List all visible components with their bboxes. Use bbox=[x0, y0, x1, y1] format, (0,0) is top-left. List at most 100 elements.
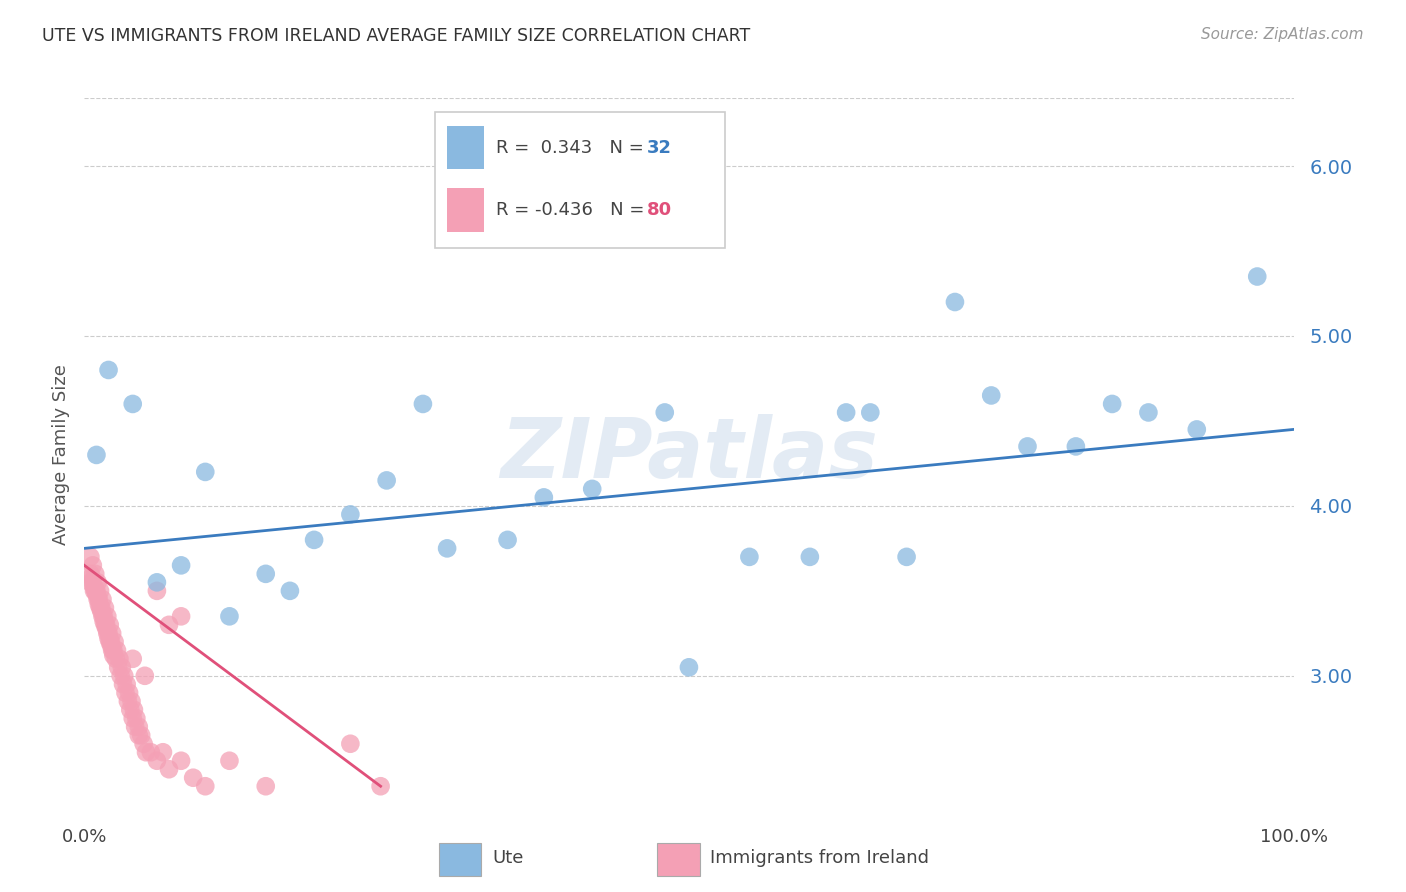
Point bbox=[101, 643, 124, 657]
Point bbox=[94, 617, 117, 632]
Point bbox=[91, 592, 114, 607]
Point bbox=[835, 405, 858, 419]
Point bbox=[254, 566, 277, 581]
Point bbox=[90, 604, 112, 618]
Point bbox=[98, 617, 121, 632]
Point bbox=[121, 397, 143, 411]
Point bbox=[115, 677, 138, 691]
Point bbox=[110, 669, 132, 683]
Point bbox=[157, 617, 180, 632]
Point bbox=[278, 583, 301, 598]
Point bbox=[83, 583, 105, 598]
Point bbox=[170, 754, 193, 768]
Point bbox=[134, 669, 156, 683]
Point bbox=[80, 570, 103, 584]
Point bbox=[97, 363, 120, 377]
Point bbox=[1185, 422, 1208, 436]
Point bbox=[104, 635, 127, 649]
Point bbox=[101, 626, 124, 640]
Point bbox=[121, 652, 143, 666]
Point bbox=[112, 669, 135, 683]
Point bbox=[103, 643, 125, 657]
Point bbox=[139, 745, 162, 759]
Point bbox=[859, 405, 882, 419]
Point bbox=[93, 615, 115, 629]
Point bbox=[943, 295, 966, 310]
Point bbox=[124, 720, 146, 734]
Point bbox=[96, 626, 118, 640]
Point bbox=[496, 533, 519, 547]
Point bbox=[581, 482, 603, 496]
Point bbox=[94, 617, 117, 632]
Point bbox=[112, 677, 135, 691]
Point bbox=[339, 508, 361, 522]
Point bbox=[86, 592, 108, 607]
Point bbox=[100, 635, 122, 649]
Point bbox=[91, 609, 114, 624]
Point bbox=[128, 728, 150, 742]
Point bbox=[678, 660, 700, 674]
Point bbox=[108, 652, 131, 666]
Point bbox=[89, 583, 111, 598]
Point bbox=[87, 598, 110, 612]
Point bbox=[103, 648, 125, 663]
Point bbox=[86, 575, 108, 590]
Point bbox=[114, 686, 136, 700]
Point bbox=[90, 600, 112, 615]
Point bbox=[79, 566, 101, 581]
Point bbox=[1246, 269, 1268, 284]
Point bbox=[799, 549, 821, 564]
Point bbox=[302, 533, 325, 547]
Point bbox=[218, 754, 240, 768]
Text: ZIPatlas: ZIPatlas bbox=[501, 415, 877, 495]
Point bbox=[86, 448, 108, 462]
Point bbox=[135, 745, 157, 759]
Point bbox=[152, 745, 174, 759]
Point bbox=[118, 686, 141, 700]
Point bbox=[117, 694, 139, 708]
Point bbox=[218, 609, 240, 624]
Point bbox=[97, 626, 120, 640]
Point bbox=[738, 549, 761, 564]
Point bbox=[654, 405, 676, 419]
Point bbox=[105, 643, 128, 657]
Point bbox=[86, 583, 108, 598]
Point bbox=[896, 549, 918, 564]
Point bbox=[107, 660, 129, 674]
Point bbox=[122, 703, 145, 717]
Point bbox=[82, 575, 104, 590]
Point bbox=[86, 587, 108, 601]
Point bbox=[1064, 439, 1087, 453]
Point bbox=[83, 581, 105, 595]
Point bbox=[93, 609, 115, 624]
Point bbox=[82, 558, 104, 573]
Point bbox=[84, 583, 107, 598]
Point bbox=[1137, 405, 1160, 419]
Point bbox=[104, 652, 127, 666]
Point bbox=[128, 720, 150, 734]
Point bbox=[132, 737, 155, 751]
Point bbox=[375, 474, 398, 488]
Point bbox=[121, 694, 143, 708]
Point bbox=[87, 592, 110, 607]
Point bbox=[79, 575, 101, 590]
Point bbox=[370, 779, 392, 793]
Y-axis label: Average Family Size: Average Family Size bbox=[52, 365, 70, 545]
Point bbox=[339, 737, 361, 751]
Point bbox=[980, 388, 1002, 402]
Point bbox=[79, 549, 101, 564]
Point bbox=[120, 703, 142, 717]
Text: UTE VS IMMIGRANTS FROM IRELAND AVERAGE FAMILY SIZE CORRELATION CHART: UTE VS IMMIGRANTS FROM IRELAND AVERAGE F… bbox=[42, 27, 751, 45]
Point bbox=[194, 465, 217, 479]
Point bbox=[111, 660, 134, 674]
Point bbox=[412, 397, 434, 411]
Point bbox=[125, 711, 148, 725]
Point bbox=[146, 583, 169, 598]
Text: Source: ZipAtlas.com: Source: ZipAtlas.com bbox=[1201, 27, 1364, 42]
Point bbox=[157, 762, 180, 776]
Point bbox=[533, 491, 555, 505]
Point bbox=[94, 621, 117, 635]
Point bbox=[146, 575, 169, 590]
Point bbox=[1101, 397, 1123, 411]
Point bbox=[1017, 439, 1039, 453]
